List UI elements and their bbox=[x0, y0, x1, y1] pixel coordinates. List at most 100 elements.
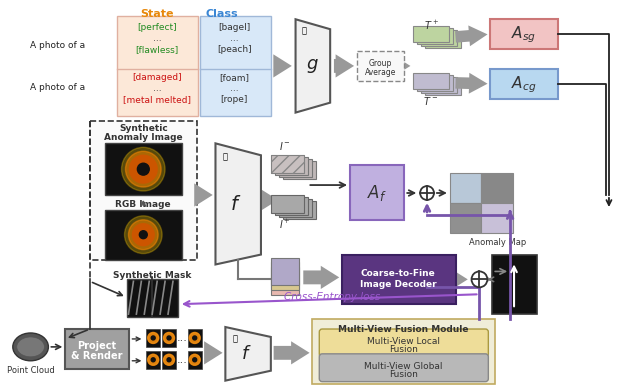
Text: Cross-Entropy loss: Cross-Entropy loss bbox=[284, 292, 380, 302]
FancyBboxPatch shape bbox=[312, 319, 495, 384]
Text: Class: Class bbox=[205, 9, 237, 19]
Circle shape bbox=[164, 354, 175, 365]
FancyBboxPatch shape bbox=[417, 75, 452, 91]
Polygon shape bbox=[225, 327, 271, 381]
FancyBboxPatch shape bbox=[417, 28, 452, 44]
FancyBboxPatch shape bbox=[357, 51, 404, 81]
Text: Project: Project bbox=[77, 341, 116, 351]
Circle shape bbox=[193, 358, 196, 362]
Text: & Render: & Render bbox=[71, 351, 123, 361]
FancyBboxPatch shape bbox=[425, 79, 461, 95]
Circle shape bbox=[122, 147, 165, 191]
FancyBboxPatch shape bbox=[319, 329, 488, 357]
Circle shape bbox=[148, 354, 159, 365]
Circle shape bbox=[138, 163, 149, 175]
FancyBboxPatch shape bbox=[147, 329, 160, 347]
FancyBboxPatch shape bbox=[200, 16, 271, 115]
Circle shape bbox=[125, 151, 161, 187]
Text: Group: Group bbox=[369, 59, 392, 68]
Text: Synthetic Mask: Synthetic Mask bbox=[113, 271, 191, 281]
FancyBboxPatch shape bbox=[492, 254, 537, 314]
FancyBboxPatch shape bbox=[271, 155, 305, 173]
FancyBboxPatch shape bbox=[105, 143, 182, 195]
Circle shape bbox=[420, 186, 434, 200]
FancyBboxPatch shape bbox=[162, 329, 176, 347]
FancyBboxPatch shape bbox=[188, 351, 202, 369]
Circle shape bbox=[167, 336, 171, 340]
Ellipse shape bbox=[13, 333, 49, 361]
FancyBboxPatch shape bbox=[319, 354, 488, 382]
Text: Point Cloud: Point Cloud bbox=[7, 366, 54, 375]
FancyBboxPatch shape bbox=[413, 73, 449, 89]
FancyBboxPatch shape bbox=[271, 262, 298, 290]
FancyBboxPatch shape bbox=[162, 351, 176, 369]
Text: $f$: $f$ bbox=[230, 195, 241, 214]
Text: State: State bbox=[140, 9, 174, 19]
Text: $I^-$: $I^-$ bbox=[278, 140, 291, 152]
Circle shape bbox=[148, 354, 159, 365]
FancyBboxPatch shape bbox=[90, 120, 196, 259]
Text: [flawless]: [flawless] bbox=[136, 45, 179, 54]
Text: [perfect]: [perfect] bbox=[138, 23, 177, 32]
FancyBboxPatch shape bbox=[279, 199, 312, 217]
Circle shape bbox=[129, 220, 158, 250]
Text: 🔒: 🔒 bbox=[302, 27, 307, 36]
Text: ...: ... bbox=[153, 34, 161, 43]
Text: Multi-View Local: Multi-View Local bbox=[367, 337, 440, 346]
FancyBboxPatch shape bbox=[271, 267, 298, 295]
FancyBboxPatch shape bbox=[65, 329, 129, 369]
FancyBboxPatch shape bbox=[450, 203, 481, 233]
Circle shape bbox=[148, 332, 159, 344]
Text: $A_{sg}$: $A_{sg}$ bbox=[511, 25, 536, 46]
Circle shape bbox=[132, 224, 154, 245]
FancyBboxPatch shape bbox=[275, 197, 308, 215]
Text: $g$: $g$ bbox=[306, 57, 319, 75]
Text: ...: ... bbox=[230, 84, 239, 93]
Text: ...: ... bbox=[153, 84, 161, 93]
FancyBboxPatch shape bbox=[450, 173, 481, 203]
Circle shape bbox=[125, 216, 162, 254]
Circle shape bbox=[193, 336, 196, 340]
FancyBboxPatch shape bbox=[275, 157, 308, 175]
Text: $f$: $f$ bbox=[241, 345, 252, 363]
Text: Multi-View Fusion Module: Multi-View Fusion Module bbox=[338, 325, 468, 334]
FancyBboxPatch shape bbox=[421, 77, 457, 93]
FancyBboxPatch shape bbox=[105, 210, 182, 259]
Text: RGB Image: RGB Image bbox=[115, 200, 171, 209]
Circle shape bbox=[189, 354, 200, 365]
FancyBboxPatch shape bbox=[481, 203, 513, 233]
FancyBboxPatch shape bbox=[116, 16, 198, 115]
Text: [bagel]: [bagel] bbox=[218, 23, 250, 32]
Text: $T^+$: $T^+$ bbox=[424, 19, 438, 32]
Text: ...: ... bbox=[177, 333, 188, 343]
Circle shape bbox=[148, 332, 159, 344]
Text: Synthetic: Synthetic bbox=[119, 125, 168, 134]
FancyBboxPatch shape bbox=[481, 173, 513, 203]
FancyBboxPatch shape bbox=[127, 279, 178, 317]
FancyBboxPatch shape bbox=[490, 19, 557, 49]
Text: $I^+$: $I^+$ bbox=[279, 218, 291, 231]
Circle shape bbox=[129, 155, 157, 183]
Text: ...: ... bbox=[177, 355, 188, 365]
FancyBboxPatch shape bbox=[147, 351, 160, 369]
FancyBboxPatch shape bbox=[271, 257, 298, 285]
FancyBboxPatch shape bbox=[421, 30, 457, 46]
Text: A photo of a: A photo of a bbox=[29, 83, 85, 92]
Polygon shape bbox=[216, 143, 261, 264]
Circle shape bbox=[189, 332, 200, 344]
Text: Anomaly Image: Anomaly Image bbox=[104, 134, 182, 142]
FancyBboxPatch shape bbox=[350, 165, 404, 220]
Text: Fusion: Fusion bbox=[389, 370, 418, 379]
Text: Average: Average bbox=[365, 68, 396, 77]
Text: [metal melted]: [metal melted] bbox=[123, 95, 191, 104]
Text: A photo of a: A photo of a bbox=[29, 41, 85, 49]
Ellipse shape bbox=[17, 337, 44, 357]
Circle shape bbox=[140, 231, 147, 239]
Text: Anomaly Map: Anomaly Map bbox=[468, 238, 526, 247]
FancyBboxPatch shape bbox=[283, 201, 316, 219]
Circle shape bbox=[164, 332, 175, 344]
Circle shape bbox=[189, 332, 200, 344]
Circle shape bbox=[164, 332, 175, 344]
FancyBboxPatch shape bbox=[490, 69, 557, 99]
Text: [foam]: [foam] bbox=[220, 73, 249, 82]
